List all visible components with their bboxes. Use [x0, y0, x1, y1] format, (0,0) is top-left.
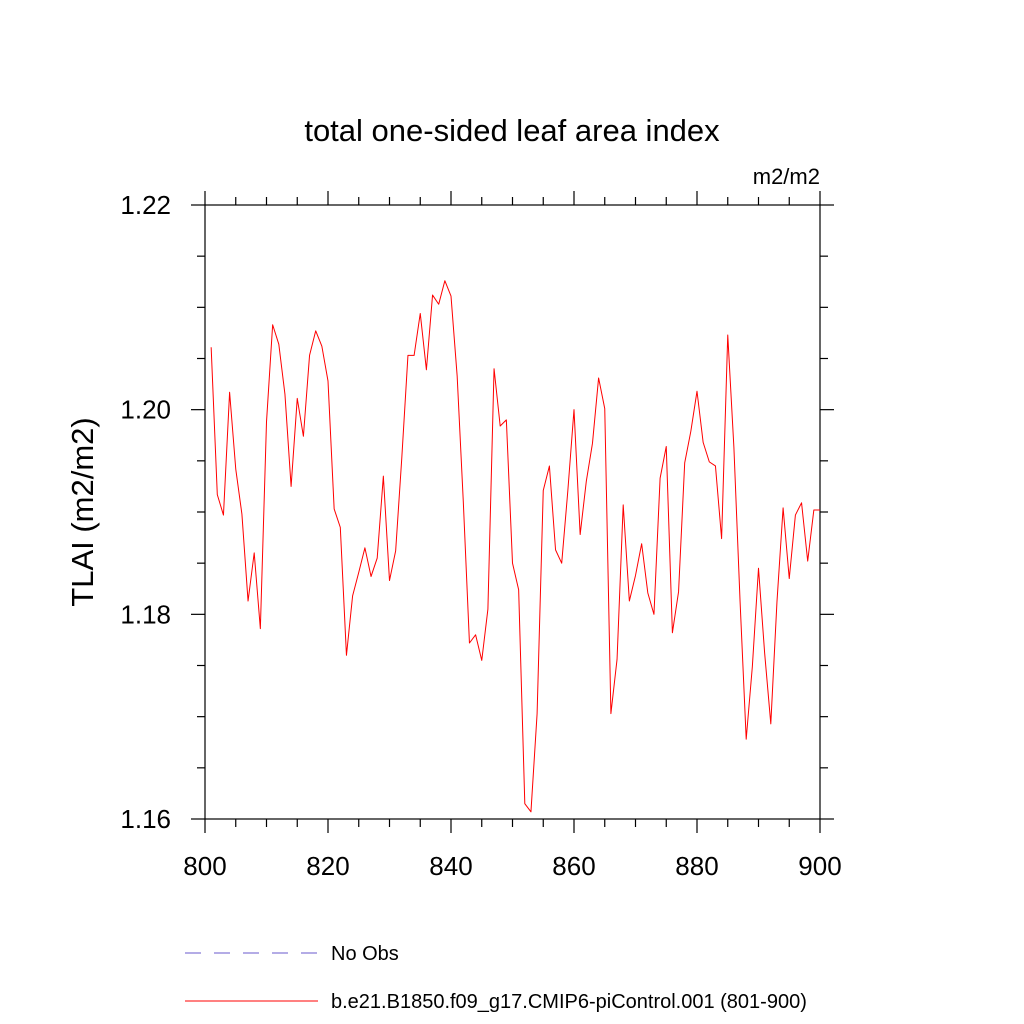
x-tick-label: 880 — [675, 851, 718, 881]
x-tick-label: 860 — [552, 851, 595, 881]
legend: No Obs b.e21.B1850.f09_g17.CMIP6-piContro… — [185, 943, 807, 1013]
x-tick-label: 840 — [429, 851, 472, 881]
series-layer — [210, 280, 820, 813]
x-tick-label: 900 — [798, 851, 841, 881]
units-label: m2/m2 — [753, 164, 820, 189]
series-line — [210, 280, 820, 813]
y-tick-label: 1.18 — [120, 599, 171, 629]
x-tick-label: 820 — [306, 851, 349, 881]
y-tick-label: 1.22 — [120, 190, 171, 220]
axis-ticks — [191, 191, 834, 833]
legend-label: b.e21.B1850.f09_g17.CMIP6-piControl.001 … — [331, 991, 807, 1013]
chart-title: total one-sided leaf area index — [304, 113, 720, 148]
y-axis-label: TLAI (m2/m2) — [65, 417, 100, 606]
y-tick-label: 1.16 — [120, 804, 171, 834]
legend-label: No Obs — [331, 943, 399, 965]
y-tick-label: 1.20 — [120, 395, 171, 425]
x-tick-label: 800 — [183, 851, 226, 881]
axis-tick-labels: 800 820 840 860 880 900 1.16 1.18 1.20 1.22 — [120, 190, 841, 881]
plot-frame — [204, 204, 821, 820]
